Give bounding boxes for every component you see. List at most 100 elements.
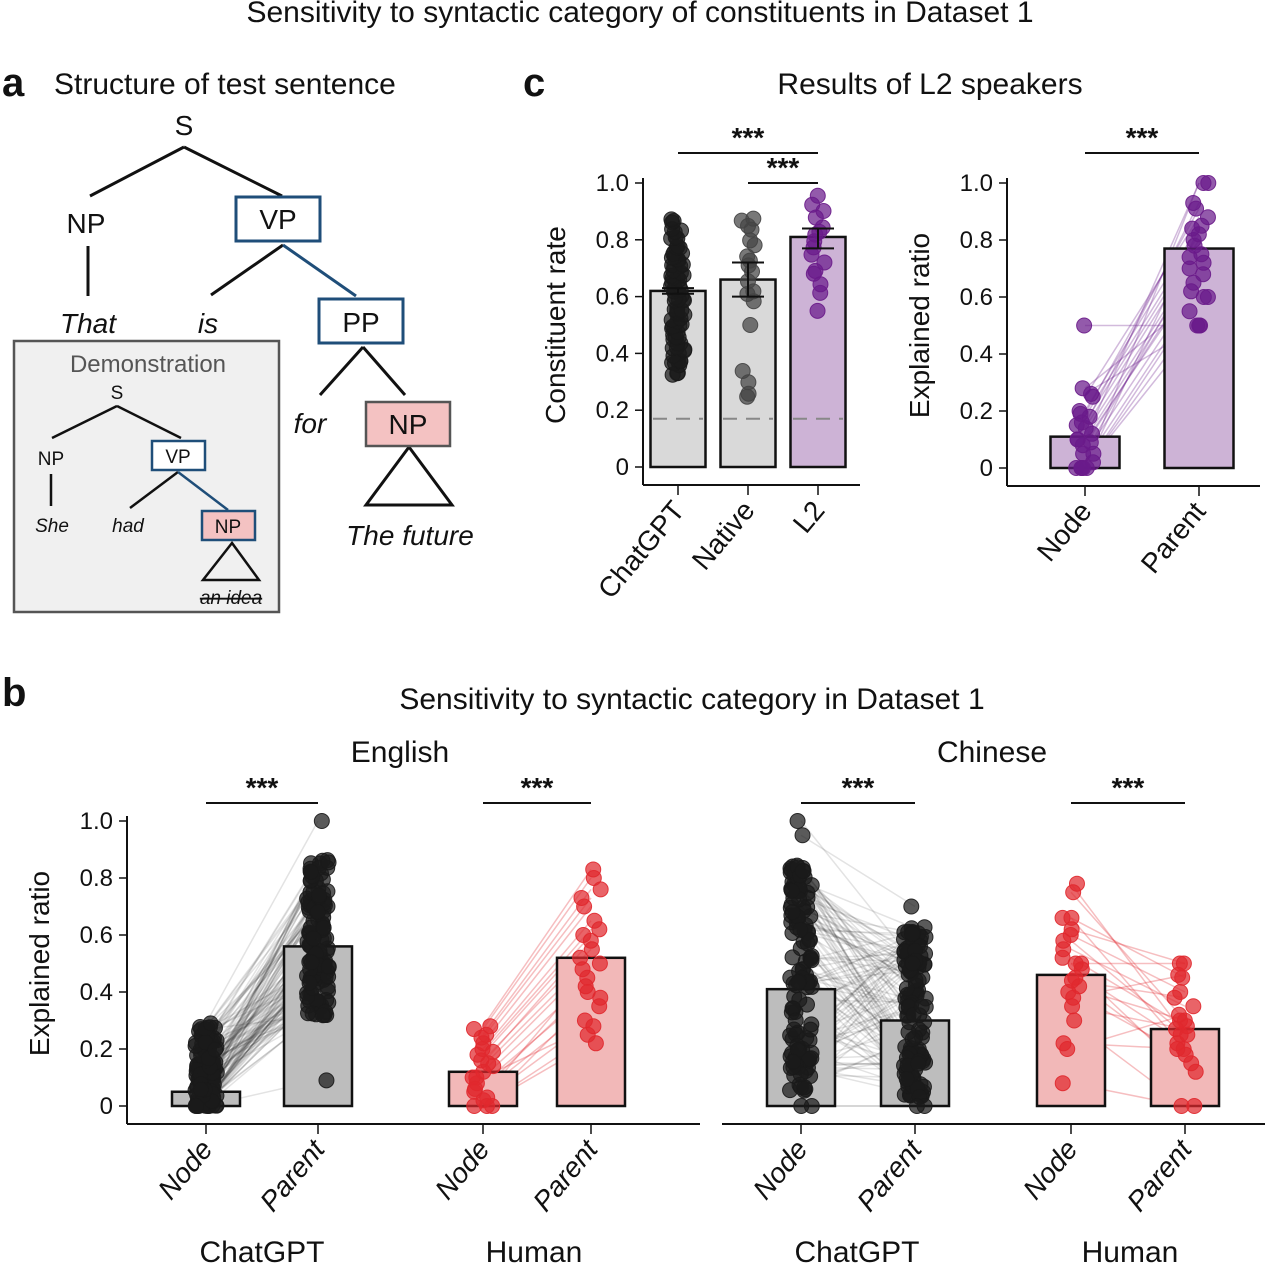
x-tick-label-chatgpt: ChatGPT <box>592 495 691 604</box>
demo-tree-edge-highlight <box>177 471 229 511</box>
paired-line <box>800 911 916 934</box>
data-point-parent <box>1186 1098 1203 1114</box>
paired-line <box>205 872 319 1069</box>
paired-line <box>800 820 916 964</box>
data-point-parent <box>305 930 322 947</box>
data-point-parent <box>302 863 319 880</box>
data-point-parent <box>903 898 920 915</box>
paired-line <box>205 871 319 1051</box>
x-tick-label-node: Node <box>1017 1134 1084 1205</box>
data-point-parent <box>309 903 326 920</box>
data-point-node <box>784 904 801 921</box>
data-point-parent <box>301 975 318 992</box>
group-label-chinese-chatgpt: ChatGPT <box>794 1236 919 1264</box>
paired-line <box>1084 182 1200 469</box>
data-point-l2 <box>816 254 833 271</box>
demo-vp-box <box>150 439 207 472</box>
word-the-future: The future <box>346 520 474 551</box>
data-point-parent <box>1200 175 1217 191</box>
paired-line <box>800 890 916 991</box>
data-point-parent <box>1195 266 1212 283</box>
paired-line <box>1070 917 1186 1050</box>
paired-line <box>205 907 319 1035</box>
paired-line <box>205 904 319 1102</box>
demo-np-triangle <box>200 540 262 582</box>
data-point-parent <box>1171 1006 1188 1023</box>
y-tick-label: 0.4 <box>960 341 993 368</box>
paired-line <box>1084 208 1200 415</box>
np-triangle <box>363 444 455 507</box>
paired-line <box>205 876 319 1028</box>
y-tick-label: 0.8 <box>596 227 629 254</box>
paired-line <box>800 931 916 964</box>
data-point-node <box>1069 431 1086 448</box>
data-point-parent <box>1184 220 1201 237</box>
data-point-node <box>466 1098 483 1114</box>
data-point-parent <box>1185 998 1202 1015</box>
data-point-parent <box>591 955 608 972</box>
np-target-box <box>364 400 452 448</box>
group-label-english-chatgpt: ChatGPT <box>199 1236 324 1264</box>
paired-line <box>800 907 916 963</box>
paired-line <box>800 956 916 963</box>
paired-line <box>800 888 916 1016</box>
paired-line <box>800 890 916 973</box>
paired-line <box>800 970 916 1008</box>
paired-line <box>482 877 592 1030</box>
tree-node-np: NP <box>67 208 106 239</box>
paired-line <box>205 888 319 1091</box>
paired-line <box>482 897 592 1039</box>
tree-node-pp: PP <box>342 307 379 338</box>
data-point-node <box>790 974 807 991</box>
x-tick-label-node: Node <box>747 1134 814 1205</box>
paired-line <box>800 932 916 988</box>
demonstration-box: Demonstration S NP VP NP She had an idea <box>12 339 281 614</box>
x-tick-label-native: Native <box>686 495 761 576</box>
data-point-node <box>193 1081 210 1098</box>
paired-line <box>205 892 319 1085</box>
paired-line <box>205 895 319 1068</box>
paired-line <box>205 905 319 1059</box>
data-point-native <box>742 317 759 334</box>
data-point-node <box>188 1098 205 1114</box>
x-tick-label-parent: Parent <box>254 1133 332 1217</box>
x-tick-label-parent: Parent <box>851 1133 929 1217</box>
tree-edge <box>183 145 283 198</box>
paired-line <box>800 938 916 982</box>
demo-word-she: She <box>35 516 69 537</box>
y-tick-label: 0.2 <box>596 397 629 424</box>
y-tick-label: 1.0 <box>80 808 113 835</box>
data-point-parent <box>591 921 608 938</box>
data-point-node <box>482 1018 499 1035</box>
x-tick-label-parent: Parent <box>1135 496 1212 579</box>
paired-line <box>800 870 916 989</box>
data-point-native <box>734 363 751 380</box>
data-point-node <box>207 1041 224 1058</box>
paired-line <box>800 906 916 999</box>
data-point-node <box>202 1015 219 1032</box>
data-point-node <box>467 1080 484 1097</box>
data-point-l2 <box>809 302 826 319</box>
y-tick-label: 0.8 <box>960 227 993 254</box>
data-point-parent <box>1170 966 1187 983</box>
significance-stars: *** <box>1126 122 1159 153</box>
paired-line <box>800 865 916 1023</box>
paired-line <box>800 951 916 984</box>
paired-line <box>205 906 319 1082</box>
data-point-node <box>789 813 806 829</box>
paired-line <box>205 868 319 1073</box>
y-tick-label: 0.6 <box>596 284 629 311</box>
paired-line <box>205 910 319 1037</box>
paired-line <box>205 879 319 1052</box>
paired-line <box>800 952 916 960</box>
y-tick-label: 0.6 <box>960 284 993 311</box>
data-point-parent <box>574 961 591 978</box>
data-point-parent <box>303 954 320 971</box>
paired-line <box>800 883 916 965</box>
paired-line <box>1070 891 1186 1021</box>
paired-line <box>800 969 916 984</box>
paired-line <box>800 982 916 1008</box>
data-point-node <box>785 1053 802 1070</box>
paired-line <box>205 910 319 1081</box>
